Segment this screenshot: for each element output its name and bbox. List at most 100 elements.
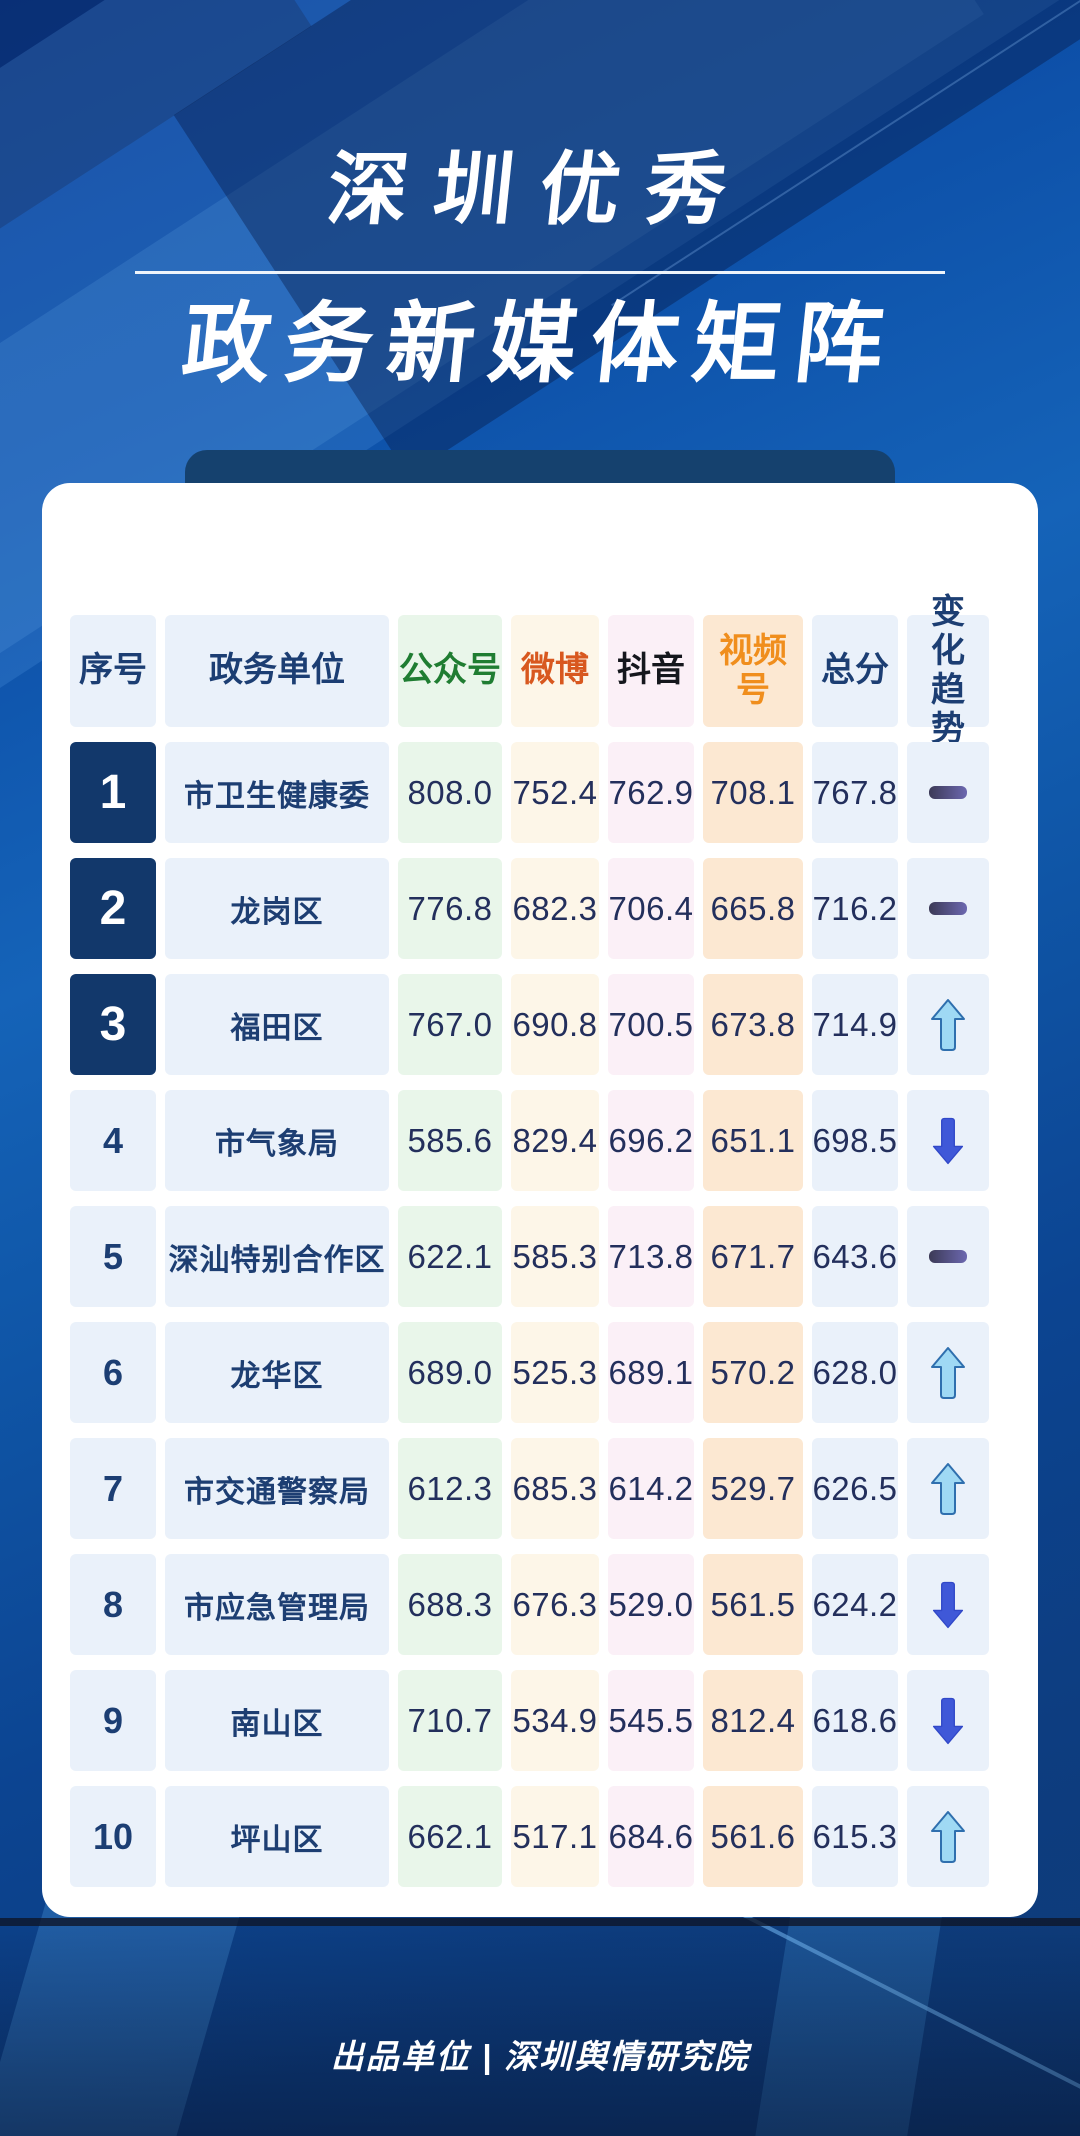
- table-row: 2 龙岗区 776.8 682.3 706.4 665.8 716.2: [70, 858, 1038, 959]
- ranking-card: 序号 政务单位 公众号 微博 抖音 视频号 总分 变化趋势 1 市卫生健康委 8…: [42, 483, 1038, 1917]
- header-rank: 序号: [70, 615, 156, 727]
- total-score: 767.8: [812, 742, 898, 843]
- wechat-score: 622.1: [398, 1206, 502, 1307]
- unit-cell: 龙岗区: [165, 858, 389, 959]
- bg-dark-band: [0, 1918, 1080, 1926]
- up-arrow-icon: [931, 1462, 965, 1515]
- rank-cell: 4: [70, 1090, 156, 1191]
- table-row: 10 坪山区 662.1 517.1 684.6 561.6 615.3: [70, 1786, 1038, 1887]
- table-row: 9 南山区 710.7 534.9 545.5 812.4 618.6: [70, 1670, 1038, 1771]
- channels-score: 561.6: [703, 1786, 803, 1887]
- up-arrow-icon: [931, 998, 965, 1051]
- weibo-score: 685.3: [511, 1438, 599, 1539]
- weibo-score: 829.4: [511, 1090, 599, 1191]
- channels-score: 673.8: [703, 974, 803, 1075]
- table-row: 1 市卫生健康委 808.0 752.4 762.9 708.1 767.8: [70, 742, 1038, 843]
- page-title-line2: 政务新媒体矩阵: [177, 294, 903, 393]
- douyin-score: 614.2: [608, 1438, 694, 1539]
- total-score: 714.9: [812, 974, 898, 1075]
- douyin-score: 713.8: [608, 1206, 694, 1307]
- footer-credit: 出品单位 | 深圳舆情研究院: [330, 2038, 750, 2075]
- page-title-line1: 深圳优秀: [323, 145, 757, 234]
- trend-cell: [907, 1090, 989, 1191]
- channels-score: 708.1: [703, 742, 803, 843]
- up-arrow-icon: [931, 1346, 965, 1399]
- rank-cell: 8: [70, 1554, 156, 1655]
- douyin-score: 706.4: [608, 858, 694, 959]
- total-score: 615.3: [812, 1786, 898, 1887]
- unit-cell: 市卫生健康委: [165, 742, 389, 843]
- weibo-score: 517.1: [511, 1786, 599, 1887]
- title-divider: [135, 271, 945, 274]
- weibo-score: 585.3: [511, 1206, 599, 1307]
- table-body: 1 市卫生健康委 808.0 752.4 762.9 708.1 767.8 2…: [70, 742, 1038, 1887]
- rank-cell: 9: [70, 1670, 156, 1771]
- channels-score: 812.4: [703, 1670, 803, 1771]
- flat-dash-icon: [929, 902, 967, 915]
- wechat-score: 585.6: [398, 1090, 502, 1191]
- trend-cell: [907, 974, 989, 1075]
- unit-cell: 坪山区: [165, 1786, 389, 1887]
- channels-score: 570.2: [703, 1322, 803, 1423]
- weibo-score: 690.8: [511, 974, 599, 1075]
- up-arrow-icon: [931, 1810, 965, 1863]
- down-arrow-icon: [932, 1117, 964, 1164]
- wechat-score: 612.3: [398, 1438, 502, 1539]
- rank-cell: 10: [70, 1786, 156, 1887]
- weibo-score: 676.3: [511, 1554, 599, 1655]
- header-channels: 视频号: [703, 615, 803, 727]
- weibo-score: 534.9: [511, 1670, 599, 1771]
- channels-score: 665.8: [703, 858, 803, 959]
- weibo-score: 682.3: [511, 858, 599, 959]
- total-score: 643.6: [812, 1206, 898, 1307]
- total-score: 626.5: [812, 1438, 898, 1539]
- down-arrow-icon: [932, 1581, 964, 1628]
- douyin-score: 689.1: [608, 1322, 694, 1423]
- rank-cell: 3: [70, 974, 156, 1075]
- header-douyin: 抖音: [608, 615, 694, 727]
- table-row: 4 市气象局 585.6 829.4 696.2 651.1 698.5: [70, 1090, 1038, 1191]
- unit-cell: 南山区: [165, 1670, 389, 1771]
- total-score: 618.6: [812, 1670, 898, 1771]
- unit-cell: 市应急管理局: [165, 1554, 389, 1655]
- table-row: 3 福田区 767.0 690.8 700.5 673.8 714.9: [70, 974, 1038, 1075]
- douyin-score: 529.0: [608, 1554, 694, 1655]
- flat-dash-icon: [929, 1250, 967, 1263]
- table-row: 8 市应急管理局 688.3 676.3 529.0 561.5 624.2: [70, 1554, 1038, 1655]
- table-row: 5 深汕特别合作区 622.1 585.3 713.8 671.7 643.6: [70, 1206, 1038, 1307]
- unit-cell: 深汕特别合作区: [165, 1206, 389, 1307]
- unit-cell: 市交通警察局: [165, 1438, 389, 1539]
- wechat-score: 767.0: [398, 974, 502, 1075]
- header-total: 总分: [812, 615, 898, 727]
- wechat-score: 662.1: [398, 1786, 502, 1887]
- header-trend: 变化趋势: [907, 593, 989, 748]
- douyin-score: 545.5: [608, 1670, 694, 1771]
- table-header-row: 序号 政务单位 公众号 微博 抖音 视频号 总分 变化趋势: [70, 593, 1038, 748]
- weibo-score: 752.4: [511, 742, 599, 843]
- total-score: 628.0: [812, 1322, 898, 1423]
- douyin-score: 684.6: [608, 1786, 694, 1887]
- wechat-score: 808.0: [398, 742, 502, 843]
- unit-cell: 市气象局: [165, 1090, 389, 1191]
- table-row: 7 市交通警察局 612.3 685.3 614.2 529.7 626.5: [70, 1438, 1038, 1539]
- wechat-score: 688.3: [398, 1554, 502, 1655]
- trend-cell: [907, 1206, 989, 1307]
- channels-score: 529.7: [703, 1438, 803, 1539]
- rank-cell: 6: [70, 1322, 156, 1423]
- rank-cell: 2: [70, 858, 156, 959]
- bg-vignette: [0, 1916, 1080, 2136]
- header-wechat: 公众号: [398, 615, 502, 727]
- channels-score: 651.1: [703, 1090, 803, 1191]
- trend-cell: [907, 1554, 989, 1655]
- total-score: 716.2: [812, 858, 898, 959]
- trend-cell: [907, 858, 989, 959]
- trend-cell: [907, 1438, 989, 1539]
- douyin-score: 762.9: [608, 742, 694, 843]
- wechat-score: 689.0: [398, 1322, 502, 1423]
- header-unit: 政务单位: [165, 615, 389, 727]
- weibo-score: 525.3: [511, 1322, 599, 1423]
- trend-cell: [907, 1670, 989, 1771]
- total-score: 624.2: [812, 1554, 898, 1655]
- wechat-score: 776.8: [398, 858, 502, 959]
- channels-score: 561.5: [703, 1554, 803, 1655]
